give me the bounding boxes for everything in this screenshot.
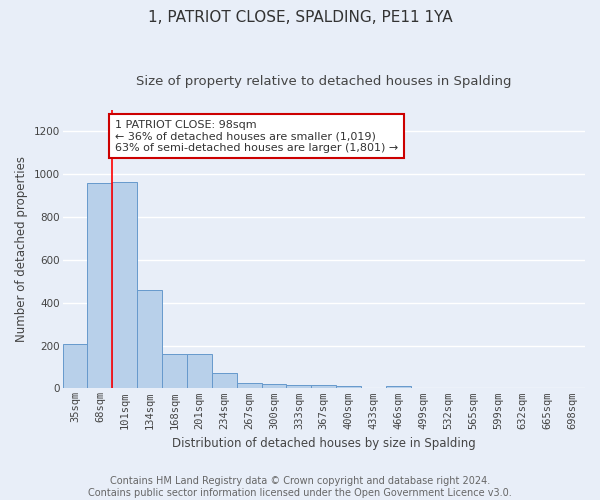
Text: Contains HM Land Registry data © Crown copyright and database right 2024.
Contai: Contains HM Land Registry data © Crown c… xyxy=(88,476,512,498)
Bar xyxy=(386,386,411,388)
Text: 1, PATRIOT CLOSE, SPALDING, PE11 1YA: 1, PATRIOT CLOSE, SPALDING, PE11 1YA xyxy=(148,10,452,25)
Bar xyxy=(286,385,311,388)
Bar xyxy=(237,383,262,388)
X-axis label: Distribution of detached houses by size in Spalding: Distribution of detached houses by size … xyxy=(172,437,476,450)
Bar xyxy=(137,290,162,388)
Bar xyxy=(262,384,286,388)
Y-axis label: Number of detached properties: Number of detached properties xyxy=(15,156,28,342)
Bar xyxy=(311,385,336,388)
Bar xyxy=(187,354,212,388)
Bar xyxy=(212,374,237,388)
Bar xyxy=(62,344,88,389)
Title: Size of property relative to detached houses in Spalding: Size of property relative to detached ho… xyxy=(136,75,512,88)
Bar xyxy=(336,386,361,388)
Bar xyxy=(88,183,112,388)
Text: 1 PATRIOT CLOSE: 98sqm
← 36% of detached houses are smaller (1,019)
63% of semi-: 1 PATRIOT CLOSE: 98sqm ← 36% of detached… xyxy=(115,120,398,153)
Bar xyxy=(112,182,137,388)
Bar xyxy=(162,354,187,388)
